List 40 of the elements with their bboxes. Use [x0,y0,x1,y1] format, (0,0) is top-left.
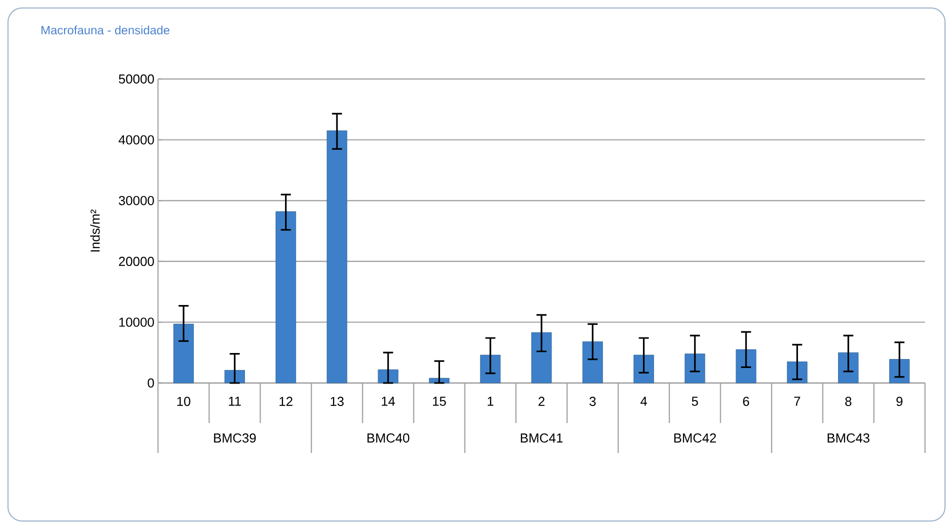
x-tick-label: 15 [433,396,446,406]
y-tick-label: 50000 [118,74,154,84]
text: BMC43 [828,433,870,443]
bar [582,341,603,384]
bar [684,354,706,384]
x-tick-label: 2 [538,396,544,406]
bar [531,332,552,384]
y-tick-label: 0 [148,378,154,388]
x-tick-label: 6 [743,396,750,406]
y-tick-label: 30000 [118,196,154,206]
x-tick-label: 1 [488,396,494,406]
bar [889,359,910,384]
text: BMC42 [674,433,716,443]
x-tick-label: 5 [692,396,698,406]
x-tick-label: 8 [845,396,852,406]
bar [786,362,808,384]
bar [838,352,859,384]
x-tick-label: 4 [640,396,648,406]
y-tick-label: 20000 [118,256,154,266]
x-tick-label: 3 [590,396,596,406]
bar [736,349,756,384]
chart-title: Macrofauna - densidade [42,26,170,34]
bar [634,354,654,384]
bar [480,354,501,384]
x-tick-label: 11 [228,396,241,406]
x-tick-label: 12 [280,396,292,406]
x-tick-label: 7 [794,396,800,406]
x-tick-label: 10 [177,396,190,406]
y-tick-label: 40000 [118,135,154,144]
y-tick-label: 10000 [119,318,154,327]
x-tick-label: 9 [896,396,902,406]
x-tick-label: 13 [330,396,344,406]
y-axis-title: Inds/m² [90,210,100,252]
x-tick-label: 14 [382,396,395,406]
bar [326,130,348,384]
text: BMC39 [214,433,256,443]
text: BMC40 [368,433,410,443]
text: BMC41 [520,433,563,443]
bar [276,211,296,384]
bar [173,324,194,384]
